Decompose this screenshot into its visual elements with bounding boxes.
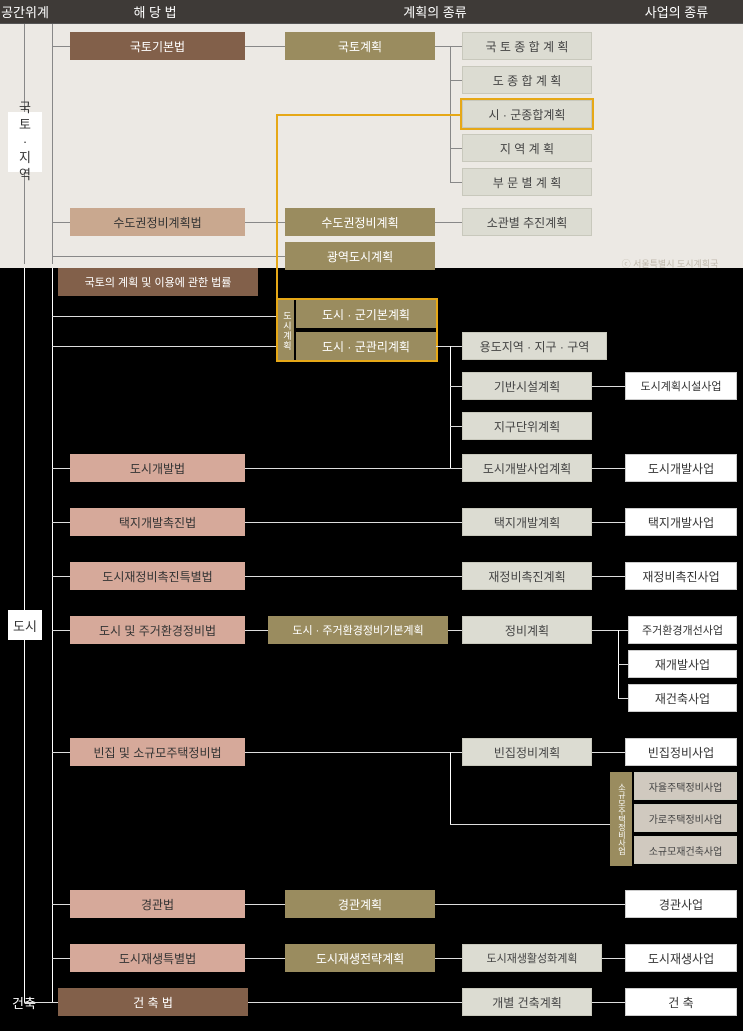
- biz-urban-regen: 도시재생사업: [625, 944, 737, 972]
- hier-city: 도시: [8, 610, 42, 640]
- plan-national: 국토계획: [285, 32, 435, 60]
- sub-building: 개별 건축계획: [462, 988, 592, 1016]
- biz-landscape: 경관사업: [625, 890, 737, 918]
- watermark: ⓒ 서울특별시 도시계획국: [600, 256, 740, 270]
- header-plan: 계획의 종류: [260, 0, 610, 24]
- label-small-scale: 소규모주택정비사업: [610, 772, 632, 866]
- law-urban-dev: 도시개발법: [70, 454, 245, 482]
- sub-sector: 부 문 별 계 획: [462, 168, 592, 196]
- sub-region: 지 역 계 획: [462, 134, 592, 162]
- sub-national-comp: 국 토 종 합 계 획: [462, 32, 592, 60]
- sub-infra: 기반시설계획: [462, 372, 592, 400]
- law-urban-planning: 국토의 계획 및 이용에 관한 법률: [58, 268, 258, 296]
- plan-urban-regen: 도시재생전략계획: [285, 944, 435, 972]
- biz-housing-env: 주거환경개선사업: [628, 616, 737, 644]
- biz-vacant: 빈집정비사업: [625, 738, 737, 766]
- law-housing-env: 도시 및 주거환경정비법: [70, 616, 245, 644]
- vlabel2-text: 소규모주택정비사업: [617, 783, 626, 855]
- biz-self-house: 자율주택정비사업: [634, 772, 737, 800]
- sub-redev-promo: 재정비촉진계획: [462, 562, 592, 590]
- sub-zoning: 용도지역 · 지구 · 구역: [462, 332, 607, 360]
- biz-building: 건 축: [625, 988, 737, 1016]
- biz-street-house: 가로주택정비사업: [634, 804, 737, 832]
- biz-recon: 재건축사업: [628, 684, 737, 712]
- sub-city-county-comp: 시 · 군종합계획: [462, 100, 592, 128]
- sub-regen-activate: 도시재생활성화계획: [462, 944, 602, 972]
- law-land-dev: 택지개발촉진법: [70, 508, 245, 536]
- plan-housing-env: 도시 · 주거환경정비기본계획: [268, 616, 448, 644]
- biz-urban-dev: 도시개발사업: [625, 454, 737, 482]
- hier-nation: 국토 · 지역: [8, 112, 42, 172]
- sub-jurisdiction: 소관별 추진계획: [462, 208, 592, 236]
- sub-district: 지구단위계획: [462, 412, 592, 440]
- law-urban-regen: 도시재생특별법: [70, 944, 245, 972]
- law-vacant-house: 빈집 및 소규모주택정비법: [70, 738, 245, 766]
- sub-urban-dev: 도시개발사업계획: [462, 454, 592, 482]
- law-redev-promo: 도시재정비촉진특별법: [70, 562, 245, 590]
- biz-redev: 재개발사업: [628, 650, 737, 678]
- biz-small-recon: 소규모재건축사업: [634, 836, 737, 864]
- law-capital-region: 수도권정비계획법: [70, 208, 245, 236]
- header-biz: 사업의 종류: [610, 0, 743, 24]
- biz-redev-promo: 재정비촉진사업: [625, 562, 737, 590]
- sub-province-comp: 도 종 합 계 획: [462, 66, 592, 94]
- law-building: 건 축 법: [58, 988, 248, 1016]
- header-hier: 공간위계: [0, 0, 50, 24]
- biz-land-dev: 택지개발사업: [625, 508, 737, 536]
- sub-vacant: 빈집정비계획: [462, 738, 592, 766]
- sub-land-dev: 택지개발계획: [462, 508, 592, 536]
- law-landscape: 경관법: [70, 890, 245, 918]
- plan-capital: 수도권정비계획: [285, 208, 435, 236]
- biz-facility: 도시계획시설사업: [625, 372, 737, 400]
- law-national-land: 국토기본법: [70, 32, 245, 60]
- plan-metropolitan: 광역도시계획: [285, 242, 435, 270]
- sub-maintenance: 정비계획: [462, 616, 592, 644]
- plan-landscape: 경관계획: [285, 890, 435, 918]
- header-law: 해 당 법: [50, 0, 260, 24]
